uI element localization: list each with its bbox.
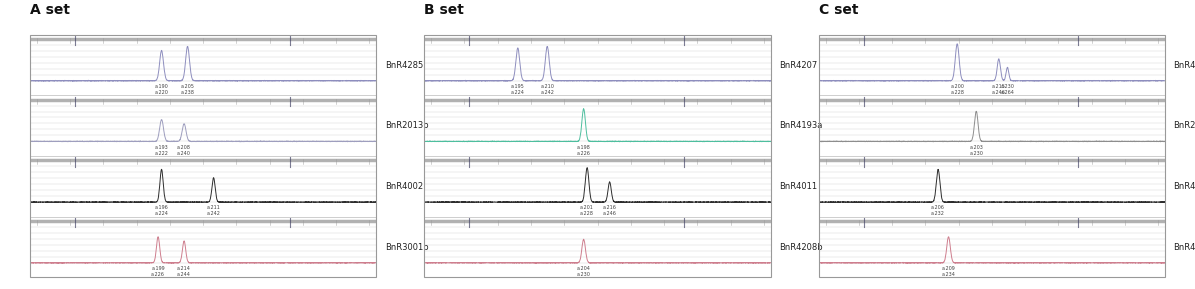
Text: a.204: a.204 [577, 266, 590, 271]
Text: BnR4193a: BnR4193a [779, 121, 822, 130]
Text: a.206: a.206 [931, 205, 945, 210]
Text: a.190: a.190 [154, 84, 168, 89]
Text: a.211: a.211 [207, 205, 221, 210]
Text: a.246: a.246 [992, 90, 1006, 95]
Text: a.214: a.214 [177, 266, 191, 271]
Text: BnR4011: BnR4011 [779, 182, 817, 191]
Text: a.238: a.238 [180, 90, 195, 95]
Text: a.201: a.201 [580, 205, 594, 210]
Text: a.230: a.230 [969, 151, 983, 155]
Text: a.242: a.242 [207, 211, 221, 216]
Text: a.224: a.224 [510, 90, 525, 95]
Text: a.234: a.234 [942, 272, 956, 277]
Text: a.205: a.205 [180, 84, 195, 89]
Text: a.198: a.198 [577, 145, 590, 150]
Text: a.196: a.196 [154, 205, 168, 210]
Text: a.208: a.208 [177, 145, 191, 150]
Text: BnR4211b: BnR4211b [1173, 242, 1195, 252]
Text: a.232: a.232 [931, 211, 945, 216]
Text: a.228: a.228 [580, 211, 594, 216]
Text: a.226: a.226 [151, 272, 165, 277]
Text: a.199: a.199 [152, 266, 165, 271]
Text: BnR4221: BnR4221 [1173, 182, 1195, 191]
Text: a.264: a.264 [1000, 90, 1015, 95]
Text: a.224: a.224 [154, 211, 168, 216]
Text: a.242: a.242 [540, 90, 554, 95]
Text: a.210: a.210 [540, 84, 554, 89]
Text: BnR2013b: BnR2013b [385, 121, 429, 130]
Text: a.226: a.226 [577, 151, 590, 155]
Text: a.193: a.193 [154, 145, 168, 150]
Text: a.240: a.240 [177, 151, 191, 155]
Text: a.222: a.222 [154, 151, 168, 155]
Text: a.200: a.200 [950, 84, 964, 89]
Text: a.216: a.216 [602, 205, 617, 210]
Text: BnR4208b: BnR4208b [779, 242, 823, 252]
Text: a.246: a.246 [602, 211, 617, 216]
Text: BnR4207: BnR4207 [779, 60, 817, 70]
Text: BnR2013a: BnR2013a [1173, 121, 1195, 130]
Text: a.203: a.203 [969, 145, 983, 150]
Text: a.244: a.244 [177, 272, 191, 277]
Text: BnR4285: BnR4285 [385, 60, 423, 70]
Text: BnR3001b: BnR3001b [385, 242, 429, 252]
Text: BnR4002: BnR4002 [385, 182, 423, 191]
Text: C set: C set [819, 3, 858, 17]
Text: a.220: a.220 [154, 90, 168, 95]
Text: a.230: a.230 [1000, 84, 1015, 89]
Text: a.230: a.230 [577, 272, 590, 277]
Text: A set: A set [30, 3, 69, 17]
Text: a.228: a.228 [950, 90, 964, 95]
Text: a.209: a.209 [942, 266, 956, 271]
Text: B set: B set [424, 3, 464, 17]
Text: BnR4205: BnR4205 [1173, 60, 1195, 70]
Text: a.215: a.215 [992, 84, 1006, 89]
Text: a.195: a.195 [511, 84, 525, 89]
